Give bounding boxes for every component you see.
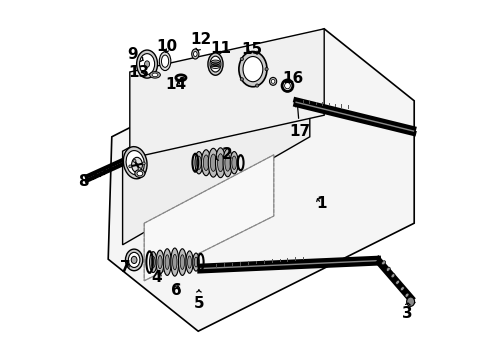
Ellipse shape bbox=[186, 251, 193, 273]
Ellipse shape bbox=[203, 155, 209, 171]
Ellipse shape bbox=[396, 280, 399, 284]
Ellipse shape bbox=[172, 255, 177, 270]
Text: 2: 2 bbox=[216, 147, 232, 162]
Ellipse shape bbox=[240, 57, 244, 60]
Text: 17: 17 bbox=[289, 105, 310, 139]
Text: 8: 8 bbox=[78, 174, 94, 189]
Ellipse shape bbox=[149, 252, 157, 273]
Text: 12: 12 bbox=[191, 32, 212, 50]
Ellipse shape bbox=[271, 79, 275, 84]
Ellipse shape bbox=[255, 84, 259, 87]
Ellipse shape bbox=[386, 267, 390, 271]
Ellipse shape bbox=[270, 77, 277, 85]
Ellipse shape bbox=[180, 255, 185, 269]
Ellipse shape bbox=[193, 253, 199, 271]
Ellipse shape bbox=[208, 148, 219, 177]
Ellipse shape bbox=[125, 249, 143, 271]
Polygon shape bbox=[130, 29, 324, 158]
Ellipse shape bbox=[156, 250, 164, 274]
Ellipse shape bbox=[128, 252, 140, 267]
Ellipse shape bbox=[194, 257, 198, 267]
Ellipse shape bbox=[126, 150, 145, 175]
Ellipse shape bbox=[192, 49, 199, 59]
Ellipse shape bbox=[218, 154, 223, 172]
Polygon shape bbox=[122, 47, 310, 245]
Ellipse shape bbox=[194, 51, 197, 57]
Ellipse shape bbox=[230, 152, 238, 174]
Ellipse shape bbox=[137, 171, 143, 176]
Ellipse shape bbox=[152, 73, 158, 77]
Ellipse shape bbox=[162, 55, 169, 67]
Ellipse shape bbox=[151, 256, 155, 268]
Ellipse shape bbox=[208, 53, 223, 75]
Ellipse shape bbox=[239, 51, 267, 87]
Ellipse shape bbox=[149, 72, 160, 78]
Polygon shape bbox=[144, 155, 274, 281]
Text: 11: 11 bbox=[210, 41, 231, 56]
Ellipse shape bbox=[225, 154, 230, 171]
Polygon shape bbox=[108, 29, 414, 331]
Ellipse shape bbox=[158, 256, 162, 269]
Text: 15: 15 bbox=[241, 42, 262, 57]
Ellipse shape bbox=[255, 51, 259, 54]
Text: 9: 9 bbox=[127, 47, 143, 62]
Text: 1: 1 bbox=[316, 196, 326, 211]
Ellipse shape bbox=[232, 156, 237, 170]
Ellipse shape bbox=[163, 249, 171, 275]
Ellipse shape bbox=[133, 159, 136, 162]
Ellipse shape bbox=[400, 287, 404, 291]
Ellipse shape bbox=[223, 149, 232, 177]
Ellipse shape bbox=[137, 50, 157, 78]
Ellipse shape bbox=[240, 78, 244, 81]
Ellipse shape bbox=[216, 148, 225, 178]
Text: 13: 13 bbox=[128, 64, 149, 80]
Text: 6: 6 bbox=[171, 283, 181, 298]
Ellipse shape bbox=[131, 256, 137, 264]
Ellipse shape bbox=[123, 147, 147, 179]
Ellipse shape bbox=[140, 54, 155, 75]
Ellipse shape bbox=[195, 152, 203, 174]
Ellipse shape bbox=[178, 249, 186, 275]
Text: 3: 3 bbox=[402, 303, 412, 321]
Ellipse shape bbox=[265, 68, 268, 71]
Ellipse shape bbox=[210, 154, 217, 171]
Ellipse shape bbox=[171, 248, 179, 276]
Ellipse shape bbox=[165, 255, 170, 269]
Text: 7: 7 bbox=[120, 260, 131, 275]
Ellipse shape bbox=[145, 61, 149, 67]
Ellipse shape bbox=[285, 83, 291, 89]
Ellipse shape bbox=[391, 274, 395, 278]
Ellipse shape bbox=[129, 165, 132, 168]
Ellipse shape bbox=[243, 57, 263, 82]
Ellipse shape bbox=[201, 150, 211, 176]
Ellipse shape bbox=[405, 293, 409, 297]
Text: 14: 14 bbox=[165, 77, 186, 92]
Ellipse shape bbox=[135, 170, 145, 177]
Text: 16: 16 bbox=[282, 71, 303, 86]
Text: 10: 10 bbox=[156, 39, 177, 54]
Ellipse shape bbox=[210, 56, 221, 72]
Text: 5: 5 bbox=[194, 290, 204, 311]
Ellipse shape bbox=[407, 297, 415, 306]
Ellipse shape bbox=[142, 162, 145, 165]
Text: 4: 4 bbox=[151, 270, 162, 285]
Ellipse shape bbox=[382, 261, 386, 265]
Ellipse shape bbox=[159, 52, 171, 71]
Ellipse shape bbox=[196, 156, 201, 170]
Ellipse shape bbox=[132, 157, 143, 172]
Ellipse shape bbox=[188, 256, 192, 268]
Ellipse shape bbox=[138, 167, 141, 170]
